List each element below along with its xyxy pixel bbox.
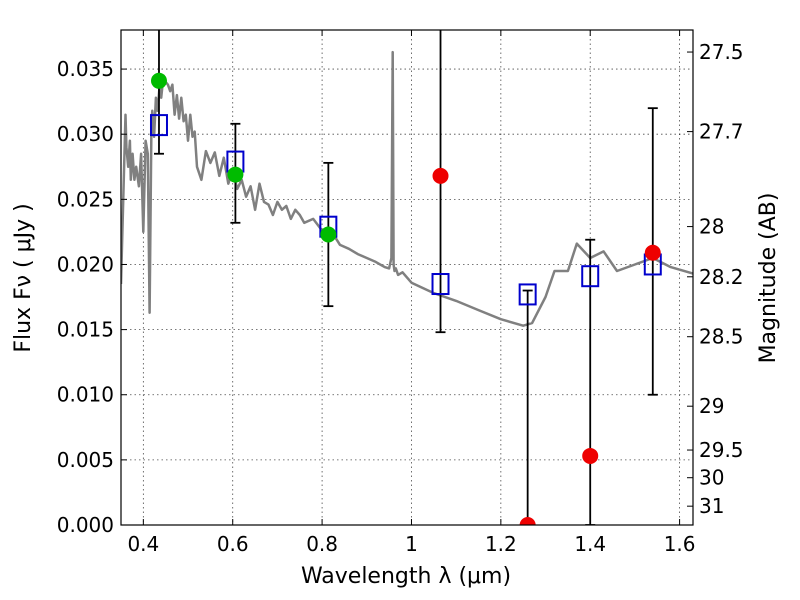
tick-labels: 0.4 0.6 0.8 1 1.2 1.4 1.6 0.000 0.005 0.010 0.015 0… — [57, 40, 744, 556]
red-observed-point — [432, 167, 449, 184]
y2-tick-label: 28.5 — [699, 325, 744, 349]
y2-tick-label: 27.5 — [699, 40, 744, 64]
y2-tick-label: 28.2 — [699, 265, 744, 289]
y2-tick-label: 28 — [699, 215, 724, 239]
x-tick-label: 0.6 — [217, 532, 249, 556]
y-tick-label: 0.035 — [57, 57, 114, 81]
ticks — [121, 30, 693, 526]
x-tick-label: 0.4 — [127, 532, 159, 556]
y2-axis-label: Magnitude (AB) — [756, 193, 781, 364]
grid — [121, 30, 693, 526]
green-detection-point — [227, 166, 244, 183]
model-square-marker — [149, 114, 168, 137]
y2-tick-label: 30 — [699, 466, 724, 490]
red-observed-point — [582, 447, 599, 464]
plot-area — [121, 30, 693, 525]
x-axis-label: Wavelength λ (μm) — [301, 564, 511, 589]
green-detection-point — [320, 226, 337, 243]
x-tick-label: 0.8 — [306, 532, 338, 556]
y-tick-label: 0.000 — [57, 513, 114, 537]
x-tick-label: 1.2 — [485, 532, 517, 556]
y-tick-label: 0.025 — [57, 187, 114, 211]
y-tick-label: 0.015 — [57, 318, 114, 342]
red-observed-point — [644, 244, 661, 261]
x-tick-label: 1.6 — [664, 532, 696, 556]
y-tick-label: 0.020 — [57, 252, 114, 276]
x-tick-label: 1.4 — [574, 532, 606, 556]
y-tick-label: 0.030 — [57, 122, 114, 146]
y2-tick-label: 31 — [699, 494, 724, 518]
model-square-marker — [518, 283, 537, 306]
y2-tick-label: 29 — [699, 394, 724, 418]
y-axis-label: Flux Fν ( μJy ) — [11, 203, 36, 352]
green-detection-point — [150, 72, 167, 89]
model-square-marker — [581, 265, 600, 288]
model-square-marker — [431, 273, 450, 296]
red-observed-point — [519, 517, 536, 525]
y-tick-label: 0.010 — [57, 383, 114, 407]
model-spectrum-line — [121, 50, 693, 327]
plot-frame — [120, 29, 694, 526]
y-tick-label: 0.005 — [57, 448, 114, 472]
y2-tick-label: 29.5 — [699, 438, 744, 462]
x-tick-label: 1 — [405, 532, 418, 556]
y2-tick-label: 27.7 — [699, 120, 744, 144]
